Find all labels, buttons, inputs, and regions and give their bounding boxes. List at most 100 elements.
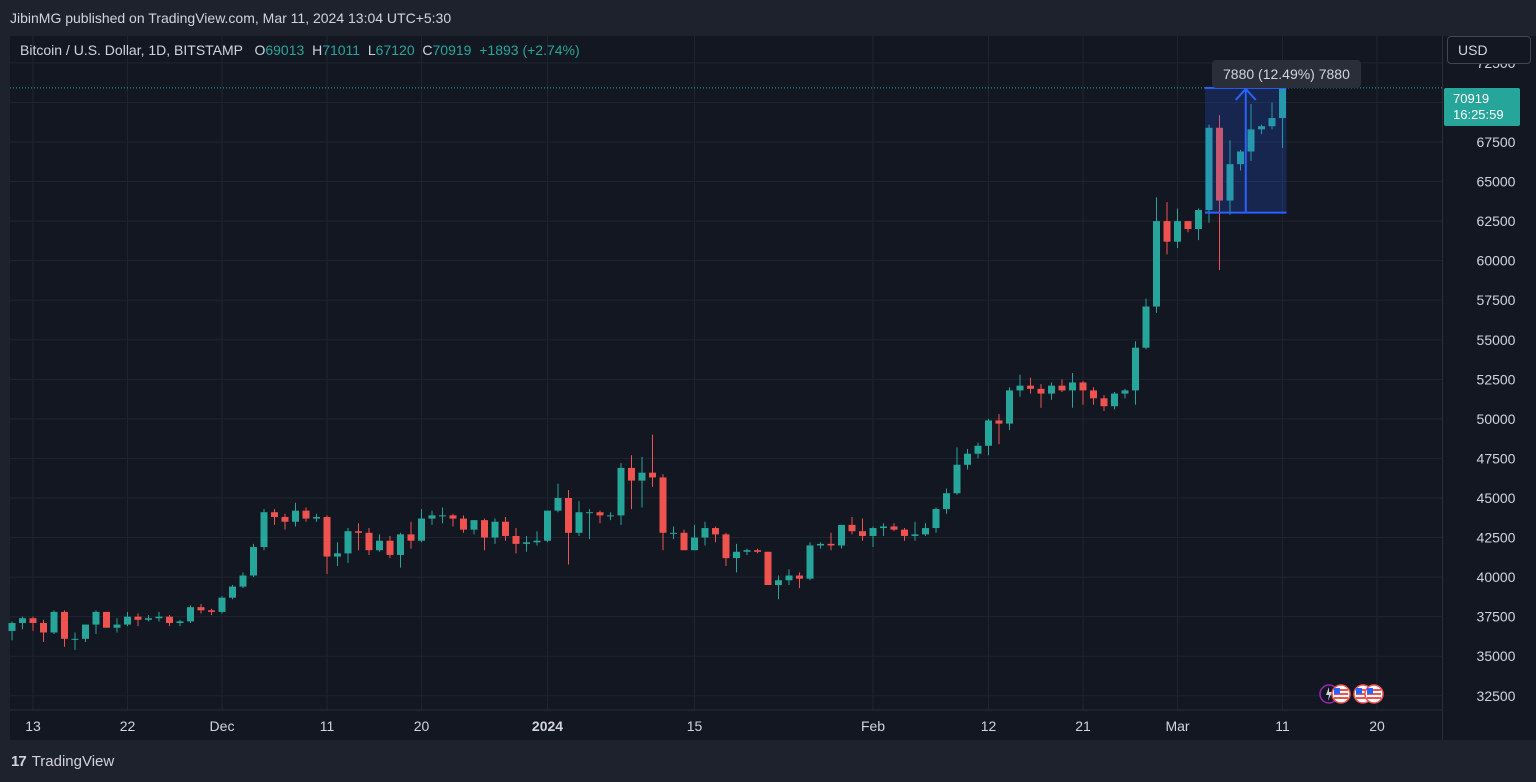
candle-body	[1205, 127, 1213, 211]
candle-body	[470, 520, 478, 530]
candle-body	[995, 420, 1003, 424]
y-tick-label: 57500	[1477, 292, 1516, 308]
candle-body	[271, 512, 278, 517]
candles	[8, 86, 1286, 650]
candle-body	[544, 510, 551, 541]
candle-body	[1163, 221, 1171, 242]
candle-body	[932, 509, 940, 529]
candle-body	[145, 618, 152, 620]
candle-body	[659, 477, 667, 533]
high-key: H	[312, 42, 323, 58]
candle-body	[985, 420, 992, 446]
price-scale[interactable]	[1442, 36, 1536, 740]
candle-body	[397, 534, 404, 555]
candle-body	[1121, 390, 1129, 394]
candle-body	[1268, 118, 1276, 127]
y-tick-label: 35000	[1477, 648, 1516, 664]
candle-body	[449, 515, 457, 519]
candle-body	[1058, 385, 1066, 391]
y-tick-label: 65000	[1477, 174, 1516, 190]
candle-body	[722, 534, 730, 559]
us-flag-icon[interactable]	[1331, 684, 1351, 704]
candle-body	[386, 540, 394, 555]
candle-body	[1048, 385, 1055, 394]
candle-body	[1069, 382, 1076, 391]
candle-body	[785, 575, 793, 581]
last-price-tag: 70919 16:25:59	[1444, 88, 1520, 126]
last-price: 70919	[1453, 91, 1490, 106]
candle-body	[869, 528, 877, 536]
change-value: +1893 (+2.74%)	[479, 42, 580, 58]
us-flag-icon[interactable]	[1364, 684, 1384, 704]
high-value: 71011	[322, 42, 361, 58]
candle-body	[1016, 385, 1024, 391]
candle-body	[365, 532, 373, 551]
candle-body	[155, 616, 163, 619]
low-value: 67120	[375, 42, 415, 58]
candle-body	[775, 580, 782, 586]
event-flags[interactable]	[1318, 683, 1388, 705]
currency-button[interactable]: USD	[1447, 36, 1531, 64]
candle-body	[974, 445, 982, 454]
candle-body	[302, 510, 310, 519]
candle-body	[575, 512, 583, 533]
candle-body	[1226, 164, 1234, 201]
publish-header: JibinMG published on TradingView.com, Ma…	[0, 0, 1536, 36]
candle-body	[712, 528, 719, 535]
candle-body	[964, 453, 971, 465]
candle-body	[1153, 221, 1160, 307]
x-tick-label: Dec	[210, 718, 235, 734]
candle-body	[554, 497, 562, 511]
x-tick-label: 11	[1275, 718, 1290, 734]
candle-body	[239, 575, 247, 587]
candle-body	[859, 531, 866, 536]
measure-tool	[1205, 86, 1287, 214]
open-key: O	[254, 42, 266, 58]
candle-body	[607, 515, 614, 517]
candle-body	[481, 520, 488, 538]
candle-body	[838, 524, 845, 546]
candle-body	[743, 550, 751, 552]
candle-body	[134, 616, 142, 620]
candle-body	[880, 526, 887, 529]
candle-body	[124, 616, 131, 625]
candle-body	[890, 526, 898, 530]
candle-body	[565, 497, 572, 533]
x-tick-label: 20	[414, 718, 430, 734]
candle-body	[1090, 390, 1097, 399]
candle-body	[848, 524, 856, 532]
candle-body	[323, 516, 331, 557]
y-tick-label: 47500	[1477, 450, 1516, 466]
x-tick-label: 11	[320, 718, 335, 734]
candle-body	[1100, 398, 1108, 407]
axis-labels: 32500 35000 37500 40000 42500 45000 47500 50000…	[25, 55, 1515, 734]
candle-body	[407, 534, 415, 541]
x-tick-label: 21	[1075, 718, 1091, 734]
candle-body	[187, 607, 194, 622]
candle-body	[649, 472, 656, 478]
candle-body	[827, 543, 835, 546]
tradingview-wordmark: TradingView	[31, 753, 115, 770]
candle-body	[292, 510, 299, 522]
candle-body	[733, 551, 740, 559]
candle-body	[439, 515, 446, 517]
candle-body	[1006, 390, 1013, 424]
candle-body	[922, 528, 929, 535]
candle-body	[806, 545, 814, 579]
candle-body	[250, 547, 257, 576]
x-tick-label: 13	[25, 718, 41, 734]
candle-body	[355, 531, 362, 533]
candle-body	[1279, 87, 1286, 119]
footer-bar	[0, 742, 1536, 782]
tradingview-logo[interactable]: 17 TradingView	[11, 750, 114, 774]
y-tick-label: 45000	[1477, 490, 1516, 506]
chart-pane[interactable]	[10, 36, 1442, 740]
candle-body	[796, 575, 803, 579]
candle-body	[82, 624, 89, 639]
candle-body	[1079, 382, 1087, 391]
y-tick-label: 60000	[1477, 253, 1516, 269]
bar-countdown: 16:25:59	[1453, 107, 1504, 122]
candle-body	[1037, 388, 1045, 394]
y-tick-label: 62500	[1477, 213, 1516, 229]
